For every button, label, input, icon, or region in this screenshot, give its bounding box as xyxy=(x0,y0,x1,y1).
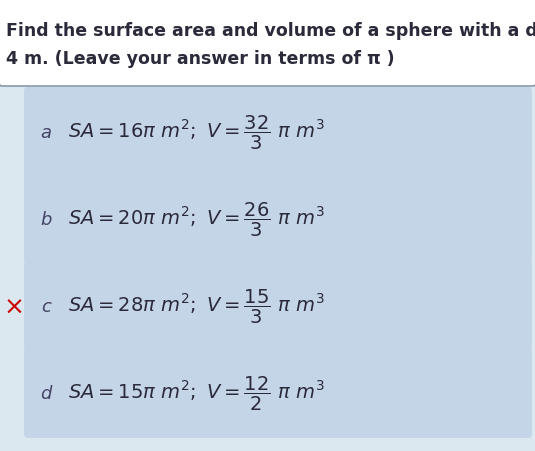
Text: a: a xyxy=(41,124,51,142)
Text: $\times$: $\times$ xyxy=(3,295,23,318)
Text: c: c xyxy=(41,297,51,315)
Text: Find the surface area and volume of a sphere with a diameter of: Find the surface area and volume of a sp… xyxy=(6,22,535,40)
FancyBboxPatch shape xyxy=(24,88,532,178)
Text: 4 m. (Leave your answer in terms of π ): 4 m. (Leave your answer in terms of π ) xyxy=(6,50,395,68)
FancyBboxPatch shape xyxy=(24,348,532,438)
Text: $SA = 16\pi\ m^2;\ V = \dfrac{32}{3}\ \pi\ m^3$: $SA = 16\pi\ m^2;\ V = \dfrac{32}{3}\ \p… xyxy=(68,114,325,152)
Text: b: b xyxy=(40,211,52,229)
Text: $SA = 28\pi\ m^2;\ V = \dfrac{15}{3}\ \pi\ m^3$: $SA = 28\pi\ m^2;\ V = \dfrac{15}{3}\ \p… xyxy=(68,287,325,325)
FancyBboxPatch shape xyxy=(24,262,532,351)
FancyBboxPatch shape xyxy=(24,175,532,264)
FancyBboxPatch shape xyxy=(0,0,535,87)
Text: $SA = 20\pi\ m^2;\ V = \dfrac{26}{3}\ \pi\ m^3$: $SA = 20\pi\ m^2;\ V = \dfrac{26}{3}\ \p… xyxy=(68,201,325,239)
Text: $SA = 15\pi\ m^2;\ V = \dfrac{12}{2}\ \pi\ m^3$: $SA = 15\pi\ m^2;\ V = \dfrac{12}{2}\ \p… xyxy=(68,374,325,412)
Text: d: d xyxy=(40,384,52,402)
